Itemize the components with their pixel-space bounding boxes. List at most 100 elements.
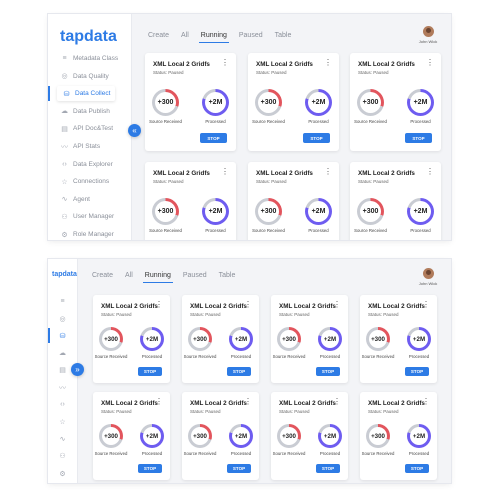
- task-card[interactable]: XML Local 2 Gridfs Status: Paused ⋮ +300 +2M…: [93, 392, 170, 480]
- stop-button[interactable]: STOP: [405, 133, 432, 143]
- stop-button[interactable]: STOP: [138, 367, 162, 376]
- source-value: +300: [191, 330, 209, 348]
- sidebar-item-data-publish[interactable]: ☁ Data Publish: [60, 107, 110, 116]
- sidebar-item-data-collect[interactable]: ⛁: [58, 331, 67, 340]
- collapse-sidebar-button[interactable]: «: [128, 124, 141, 137]
- sidebar-item-role-manager[interactable]: ⚙ Role Manager: [60, 230, 113, 239]
- task-card[interactable]: XML Local 2 Gridfs Status: Paused ⋮ +300 +2M…: [271, 392, 348, 480]
- sidebar-item-metadata-class[interactable]: ≡: [58, 297, 67, 306]
- stop-button[interactable]: STOP: [303, 133, 330, 143]
- sidebar-item-metadata-class[interactable]: ≡ Metadata Class: [60, 54, 118, 63]
- processed-ring: +2M: [305, 198, 332, 225]
- tab-running[interactable]: Running: [142, 272, 173, 283]
- tab-all[interactable]: All: [181, 32, 189, 39]
- stop-button[interactable]: STOP: [227, 464, 251, 473]
- sidebar-item-user-manager[interactable]: ⚇: [58, 452, 67, 461]
- card-title: XML Local 2 Gridfs: [153, 170, 210, 177]
- task-card[interactable]: XML Local 2 Gridfs Status: Paused ⋮ +300 +2M…: [248, 53, 339, 151]
- star-icon: ☆: [59, 418, 66, 426]
- more-options-icon[interactable]: ⋮: [426, 58, 434, 67]
- tab-paused[interactable]: Paused: [238, 32, 263, 39]
- task-card[interactable]: XML Local 2 Gridfs Status: Paused ⋮ +300 +2M…: [360, 295, 437, 383]
- more-options-icon[interactable]: ⋮: [155, 300, 163, 309]
- tab-table[interactable]: Table: [218, 272, 236, 279]
- stop-button[interactable]: STOP: [405, 367, 429, 376]
- sidebar-item-data-quality[interactable]: ◎ Data Quality: [60, 72, 108, 81]
- source-received-ring: +300: [255, 198, 282, 225]
- task-card[interactable]: XML Local 2 Gridfs Status: Paused ⋮ +300 +2M…: [145, 53, 236, 151]
- source-value: +300: [280, 330, 298, 348]
- source-label: Source Received: [354, 119, 387, 124]
- tab-create[interactable]: Create: [92, 272, 114, 279]
- chart-line-icon: 〰: [61, 143, 68, 151]
- more-options-icon[interactable]: ⋮: [244, 397, 252, 406]
- stop-button[interactable]: STOP: [200, 133, 227, 143]
- stop-button[interactable]: STOP: [138, 464, 162, 473]
- sidebar-item-api-stats[interactable]: 〰 API Stats: [60, 142, 100, 151]
- task-card[interactable]: XML Local 2 Gridfs Status: Paused ⋮ +300 +2M…: [182, 392, 259, 480]
- stop-button[interactable]: STOP: [227, 367, 251, 376]
- tab-running[interactable]: Running: [198, 32, 229, 43]
- sidebar-item-label: Metadata Class: [73, 55, 119, 62]
- user-profile[interactable]: John Wick: [418, 26, 438, 44]
- more-options-icon[interactable]: ⋮: [244, 300, 252, 309]
- tab-create[interactable]: Create: [148, 32, 170, 39]
- more-options-icon[interactable]: ⋮: [333, 300, 341, 309]
- card-status: Status: Paused: [368, 312, 399, 317]
- task-card[interactable]: XML Local 2 Gridfs Status: Paused ⋮ +300 +2M…: [350, 162, 441, 240]
- layers-icon: ≡: [60, 298, 65, 305]
- stop-button[interactable]: STOP: [405, 464, 429, 473]
- source-received-ring: +300: [188, 327, 212, 351]
- source-received-ring: +300: [366, 424, 390, 448]
- sidebar-item-connections[interactable]: ☆ Connections: [60, 177, 109, 186]
- tab-table[interactable]: Table: [274, 32, 292, 39]
- sidebar-item-data-publish[interactable]: ☁: [58, 349, 67, 358]
- stop-button[interactable]: STOP: [316, 464, 340, 473]
- task-card[interactable]: XML Local 2 Gridfs Status: Paused ⋮ +300 +2M…: [182, 295, 259, 383]
- card-status: Status: Paused: [279, 312, 310, 317]
- task-card[interactable]: XML Local 2 Gridfs Status: Paused ⋮ +300 +2M…: [93, 295, 170, 383]
- more-options-icon[interactable]: ⋮: [422, 397, 430, 406]
- collapsed-layout-panel: tapdata ≡ ◎ ⛁ ☁ ▤ 〰 ‹› ☆ ∿ ⚇ ⚙ » Create All Running P…: [48, 259, 451, 483]
- more-options-icon[interactable]: ⋮: [333, 397, 341, 406]
- processed-ring: +2M: [140, 424, 164, 448]
- processed-ring: +2M: [407, 198, 434, 225]
- task-card[interactable]: XML Local 2 Gridfs Status: Paused ⋮ +300 +2M…: [360, 392, 437, 480]
- more-options-icon[interactable]: ⋮: [422, 300, 430, 309]
- sidebar-item-data-explorer[interactable]: ‹› Data Explorer: [60, 160, 113, 169]
- tab-paused[interactable]: Paused: [182, 272, 207, 279]
- more-options-icon[interactable]: ⋮: [324, 167, 332, 176]
- sidebar-item-label: Data Collect: [75, 90, 111, 98]
- sidebar-item-data-explorer[interactable]: ‹›: [58, 400, 67, 409]
- sidebar-item-agent[interactable]: ∿ Agent: [60, 195, 90, 204]
- sidebar-item-connections[interactable]: ☆: [58, 417, 67, 426]
- sidebar-item-api-stats[interactable]: 〰: [58, 383, 67, 392]
- sidebar-item-data-collect[interactable]: ⛁ Data Collect: [57, 86, 116, 102]
- user-profile[interactable]: John Wick: [418, 268, 438, 286]
- sidebar-item-user-manager[interactable]: ⚇ User Manager: [60, 212, 114, 221]
- more-options-icon[interactable]: ⋮: [221, 58, 229, 67]
- expand-sidebar-button[interactable]: »: [71, 363, 84, 376]
- task-card[interactable]: XML Local 2 Gridfs Status: Paused ⋮ +300 +2M…: [248, 162, 339, 240]
- more-options-icon[interactable]: ⋮: [426, 167, 434, 176]
- tab-all[interactable]: All: [125, 272, 133, 279]
- sidebar-item-api-doc-test[interactable]: ▤: [58, 366, 67, 375]
- source-value: +300: [102, 330, 120, 348]
- app-logo: tapdata: [52, 271, 77, 278]
- more-options-icon[interactable]: ⋮: [221, 167, 229, 176]
- sidebar-item-data-quality[interactable]: ◎: [58, 314, 67, 323]
- task-card[interactable]: XML Local 2 Gridfs Status: Paused ⋮ +300 +2M…: [271, 295, 348, 383]
- more-options-icon[interactable]: ⋮: [324, 58, 332, 67]
- card-status: Status: Paused: [368, 409, 399, 414]
- more-options-icon[interactable]: ⋮: [155, 397, 163, 406]
- stop-button[interactable]: STOP: [316, 367, 340, 376]
- sidebar-item-api-doc-test[interactable]: ▤ API Doc&Test: [60, 124, 113, 133]
- active-indicator: [48, 328, 50, 344]
- processed-ring: +2M: [318, 424, 342, 448]
- avatar[interactable]: [422, 268, 434, 279]
- task-card[interactable]: XML Local 2 Gridfs Status: Paused ⋮ +300 +2M…: [350, 53, 441, 151]
- sidebar-item-agent[interactable]: ∿: [58, 435, 67, 444]
- avatar[interactable]: [422, 26, 434, 37]
- sidebar-item-role-manager[interactable]: ⚙: [58, 469, 67, 478]
- task-card[interactable]: XML Local 2 Gridfs Status: Paused ⋮ +300 +2M…: [145, 162, 236, 240]
